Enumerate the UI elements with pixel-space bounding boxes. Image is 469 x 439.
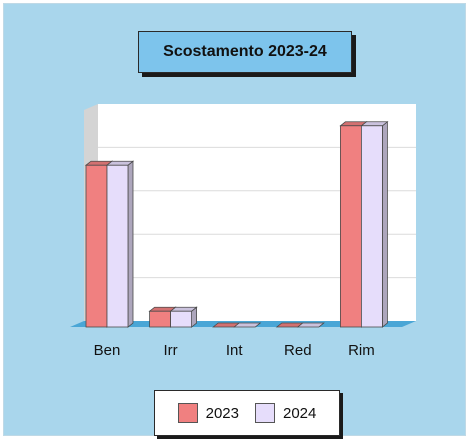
legend-item-2024: 2024 bbox=[255, 403, 316, 423]
x-tick-label-Int: Int bbox=[226, 342, 244, 359]
bar-Irr-2023 bbox=[149, 310, 172, 328]
legend-label-2023: 2023 bbox=[205, 404, 239, 422]
bar-Rim-2023 bbox=[339, 125, 362, 328]
x-tick-label-Irr: Irr bbox=[164, 342, 178, 359]
chart-title: Scostamento 2023-24 bbox=[138, 31, 352, 73]
bar-top-Irr-2024 bbox=[169, 306, 198, 312]
x-tick-label-Rim: Rim bbox=[348, 342, 375, 359]
bar-top-Red-2024 bbox=[296, 322, 325, 328]
bar-side-Rim-2024 bbox=[381, 120, 388, 328]
bar-top-Int-2024 bbox=[233, 322, 262, 328]
bar-Irr-2024 bbox=[170, 310, 193, 328]
legend-swatch-2024 bbox=[255, 403, 275, 423]
legend-item-2023: 2023 bbox=[177, 403, 239, 423]
bar-Ben-2024 bbox=[106, 164, 129, 328]
bar-top-Ben-2024 bbox=[105, 160, 135, 166]
bar-side-Ben-2024 bbox=[127, 160, 134, 328]
legend-swatch-2023 bbox=[177, 403, 198, 423]
legend-label-2024: 2024 bbox=[283, 404, 317, 422]
x-tick-label-Ben: Ben bbox=[94, 342, 121, 359]
bar-top-Rim-2024 bbox=[360, 121, 389, 127]
bar-Ben-2023 bbox=[85, 164, 108, 328]
x-tick-label-Red: Red bbox=[284, 342, 312, 359]
bar-Rim-2024 bbox=[360, 125, 383, 328]
legend: 2023 2024 bbox=[154, 390, 340, 436]
